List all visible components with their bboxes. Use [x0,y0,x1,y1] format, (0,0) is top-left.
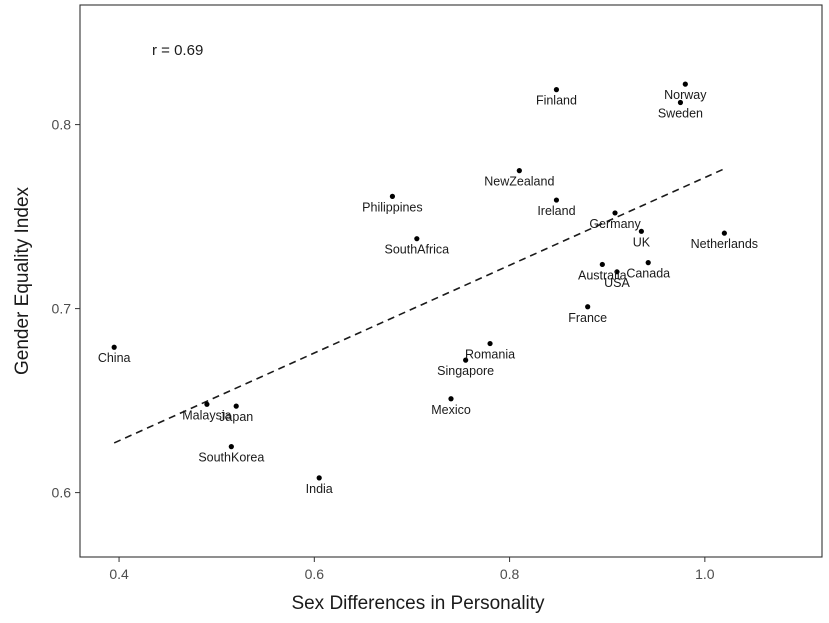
data-points [111,81,727,481]
data-point [612,210,618,216]
point-label: Ireland [537,204,575,218]
point-label: SouthKorea [198,451,264,465]
data-point [585,304,591,310]
data-point [204,401,210,407]
point-label: SouthAfrica [385,243,450,257]
data-point [614,269,620,275]
point-label: Philippines [362,200,422,214]
point-label: Netherlands [691,237,758,251]
x-tick-label: 0.8 [500,566,520,582]
x-tick-label: 0.4 [109,566,129,582]
data-point [516,168,522,174]
point-label: Mexico [431,403,471,417]
data-point [316,475,322,481]
point-label: Australia [578,268,627,282]
correlation-annotation: r = 0.69 [152,42,203,59]
y-tick-label: 0.6 [52,485,72,501]
y-tick-label: 0.8 [52,117,72,133]
data-point [721,230,727,236]
point-label: Singapore [437,364,494,378]
data-point [638,228,644,234]
data-point [677,99,684,106]
point-label: USA [604,276,630,290]
x-axis-title: Sex Differences in Personality [291,593,545,614]
point-label: Malaysia [182,408,231,422]
data-point [414,236,420,242]
x-tick-label: 1.0 [695,566,715,582]
data-point [228,444,234,450]
data-point [111,344,117,350]
point-label: Norway [664,88,707,102]
point-label: Romania [465,348,515,362]
point-label: France [568,311,607,325]
y-axis: 0.6 0.7 0.8 [52,117,80,501]
trend-line [113,168,725,444]
plot-panel [79,4,823,558]
data-point [553,197,560,203]
x-tick-label: 0.6 [305,566,325,582]
data-point [645,260,651,266]
point-label: Finland [536,94,577,108]
point-label: Sweden [658,107,703,121]
x-axis: 0.4 0.6 0.8 1.0 [109,557,715,582]
point-label: Germany [589,217,641,231]
data-point [463,357,469,363]
y-axis-title: Gender Equality Index [12,187,33,376]
y-tick-label: 0.7 [52,301,72,317]
point-label: Japan [219,410,253,424]
point-label: China [98,351,131,365]
point-label: UK [633,235,651,249]
point-label: NewZealand [484,175,554,189]
data-point [599,261,605,268]
data-point [389,193,396,199]
data-point [553,87,560,93]
data-point [448,396,454,402]
data-point [233,403,239,409]
point-label: India [306,482,333,496]
point-label: Canada [626,267,670,281]
data-point [487,340,493,347]
data-point [682,81,688,87]
